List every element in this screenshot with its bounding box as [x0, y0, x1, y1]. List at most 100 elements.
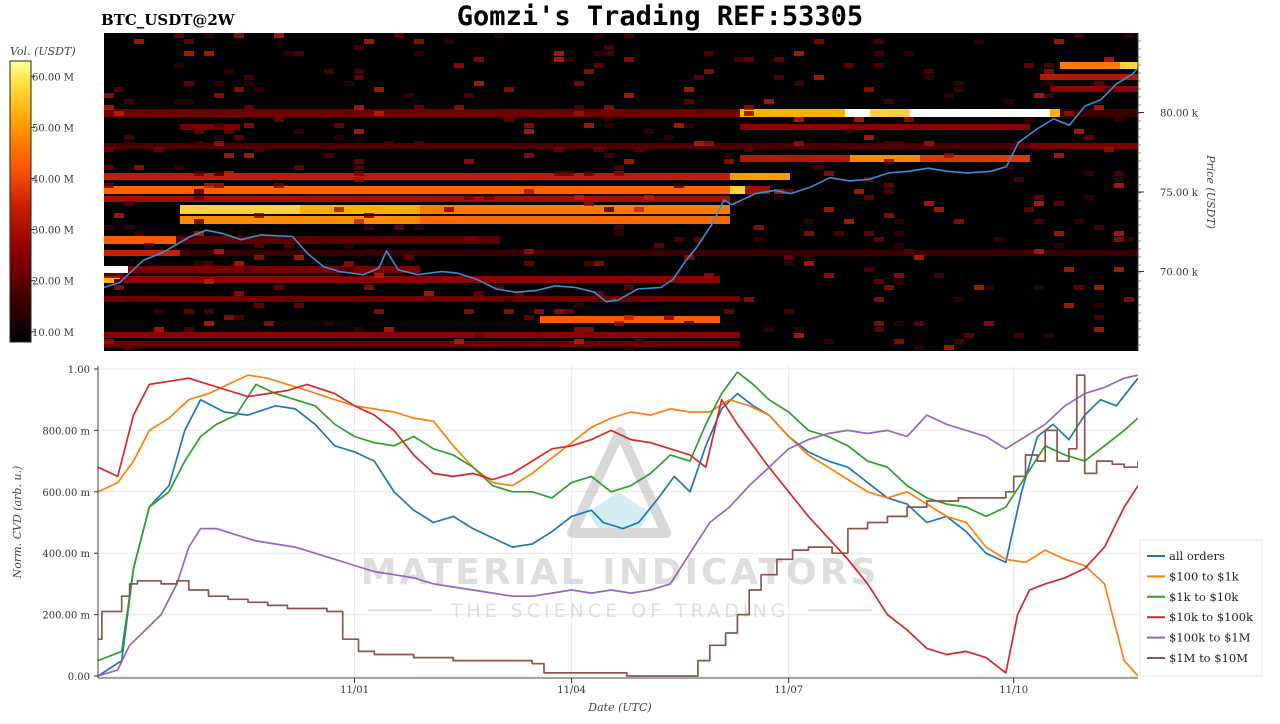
- heatmap-cell: [1014, 141, 1024, 146]
- heatmap-cell: [184, 81, 194, 86]
- heatmap-cell: [984, 321, 994, 326]
- price-axis-ticks: 70.00 k 75.00 k 80.00 k: [1138, 40, 1199, 346]
- heatmap-cell: [244, 267, 254, 272]
- heatmap-cell: [204, 261, 214, 266]
- heatmap-cell: [1064, 267, 1074, 272]
- cvd-series-line: [98, 371, 1138, 662]
- heatmap-band: [740, 124, 1030, 130]
- heatmap-cell: [574, 195, 584, 200]
- heatmap-cell: [624, 93, 634, 98]
- heatmap-cell: [344, 261, 354, 266]
- heatmap-cell: [884, 285, 894, 290]
- heatmap-cell: [704, 273, 714, 278]
- heatmap-cell: [374, 309, 384, 314]
- heatmap-cell: [794, 117, 804, 122]
- heatmap-cell: [954, 297, 964, 302]
- heatmap-cell: [524, 123, 534, 128]
- heatmap-cell: [474, 81, 484, 86]
- cvd-y-tick-label: 400.00 m: [42, 549, 90, 560]
- heatmap-cell: [804, 219, 814, 224]
- heatmap-band: [180, 250, 1138, 256]
- watermark-logo-icon: [567, 427, 671, 538]
- heatmap-cell: [554, 309, 564, 314]
- heatmap-cell: [1034, 195, 1044, 200]
- heatmap-cell: [234, 291, 244, 296]
- heatmap-band: [420, 216, 730, 224]
- heatmap-cell: [624, 33, 634, 38]
- watermark: MATERIAL INDICATORS THE SCIENCE OF TRADI…: [361, 427, 876, 622]
- heatmap-cell: [374, 111, 384, 116]
- heatmap-cell: [604, 207, 614, 212]
- heatmap-cell: [184, 39, 194, 44]
- colorbar-tick-label: 20.00 M: [32, 277, 74, 288]
- heatmap-cell: [1114, 267, 1124, 272]
- watermark-tagline: THE SCIENCE OF TRADING: [450, 600, 790, 622]
- heatmap-cell: [334, 267, 344, 272]
- heatmap-cell: [274, 285, 284, 290]
- heatmap-cell: [614, 171, 624, 176]
- heatmap-cell: [794, 51, 804, 56]
- heatmap-cell: [724, 153, 734, 158]
- heatmap-cell: [294, 255, 304, 260]
- heatmap-band: [730, 173, 790, 180]
- heatmap-cell: [274, 117, 284, 122]
- heatmap-cell: [1084, 171, 1094, 176]
- heatmap-cell: [744, 105, 754, 110]
- heatmap-cell: [894, 339, 904, 344]
- heatmap-cell: [1034, 249, 1044, 254]
- heatmap-cell: [694, 75, 704, 80]
- cvd-y-axis-title: Norm. CVD (arb. u.): [11, 466, 24, 580]
- heatmap-cell: [284, 51, 294, 56]
- heatmap-cell: [984, 171, 994, 176]
- heatmap-cell: [244, 81, 254, 86]
- heatmap-cell: [494, 33, 504, 38]
- heatmap-cell: [654, 243, 664, 248]
- heatmap-cell: [534, 309, 544, 314]
- heatmap-cell: [554, 171, 564, 176]
- heatmap-cell: [684, 123, 694, 128]
- heatmap-cell: [914, 255, 924, 260]
- heatmap-cell: [504, 117, 514, 122]
- heatmap-cell: [234, 135, 244, 140]
- heatmap-cell: [594, 147, 604, 152]
- heatmap-cell: [244, 75, 254, 80]
- heatmap-cell: [224, 129, 234, 134]
- heatmap-band: [104, 276, 120, 283]
- heatmap-cell: [894, 231, 904, 236]
- heatmap-cell: [334, 207, 344, 212]
- heatmap-cell: [1024, 207, 1034, 212]
- cvd-series-line: [98, 374, 1138, 677]
- heatmap-cell: [1024, 63, 1034, 68]
- colorbar-tick-label: 10.00 M: [32, 328, 74, 339]
- heatmap-band: [870, 109, 910, 117]
- heatmap-cell: [804, 255, 814, 260]
- heatmap-band: [104, 109, 740, 117]
- heatmap-cell: [664, 135, 674, 140]
- heatmap-cell: [1034, 285, 1044, 290]
- heatmap-cell: [584, 261, 594, 266]
- heatmap-cell: [674, 123, 684, 128]
- heatmap-cell: [924, 141, 934, 146]
- heatmap-cell: [604, 105, 614, 110]
- heatmap-cell: [594, 51, 604, 56]
- heatmap-cell: [214, 171, 224, 176]
- heatmap-cell: [354, 219, 364, 224]
- heatmap-cell: [104, 273, 114, 278]
- heatmap-cell: [614, 165, 624, 170]
- heatmap-cell: [104, 225, 114, 230]
- heatmap-cell: [374, 273, 384, 278]
- heatmap-band: [120, 276, 720, 283]
- heatmap-cell: [624, 285, 634, 290]
- heatmap-band: [104, 332, 740, 338]
- heatmap-cell: [174, 99, 184, 104]
- heatmap-cell: [874, 237, 884, 242]
- heatmap-cell: [874, 51, 884, 56]
- cvd-x-tick-label: 11/07: [774, 685, 803, 696]
- heatmap-cell: [764, 99, 774, 104]
- heatmap-cell: [194, 141, 204, 146]
- heatmap-cell: [634, 339, 644, 344]
- legend-label: $1M to $10M: [1169, 651, 1248, 665]
- heatmap-cell: [294, 303, 304, 308]
- heatmap-cell: [1094, 105, 1104, 110]
- heatmap-band: [1050, 109, 1060, 117]
